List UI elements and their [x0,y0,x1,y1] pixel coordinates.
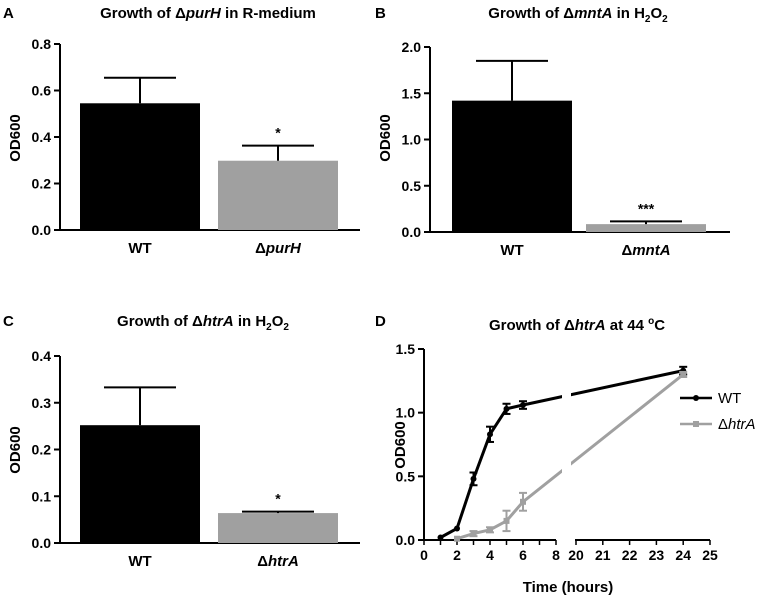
panel-b-ylabel: OD600 [377,114,394,162]
panel-d-xtick-label: 20 [568,547,584,563]
panel-a-ytick-label: 0.4 [32,129,52,145]
legend-wt-marker [693,395,699,401]
panel-d-xtick-label: 2 [453,547,461,563]
panel-d-series-0-point [503,405,510,412]
panel-d-series-1-point [680,371,687,378]
panel-d-series-1-point [503,517,510,524]
panel-c-bar-1 [218,513,338,543]
panel-d-xtick-label: 6 [519,547,527,563]
panel-d-series-0-point [454,525,460,532]
panel-b-chart: 0.0 0.5 1.0 1.5 2.0 WT *** ΔmntA [402,39,730,259]
panel-a-ytick-label: 0.6 [32,83,52,99]
panel-d-series-0 [437,365,688,541]
panel-b-category-label-0: WT [500,242,523,259]
panel-d-xtick-label: 8 [552,547,560,563]
panel-d-series-1 [454,370,688,542]
panel-a-category-label-1: ΔpurH [255,240,302,257]
panel-d-ytick-label: 1.5 [396,341,416,357]
panel-b-title: Growth of ΔmntA in H2O2 [488,5,668,25]
panel-c-category-label-0: WT [128,553,151,570]
panel-d-series-0-point [487,431,493,438]
panel-letter-d: D [375,313,386,330]
panel-c-ytick-label: 0.3 [32,395,52,411]
panel-c-title: Growth of ΔhtrA in H2O2 [117,313,289,333]
panel-c-category-label-1: ΔhtrA [257,553,299,570]
panel-b-ytick-label: 0.5 [402,178,422,194]
panel-d-xtick-label: 21 [595,547,611,563]
panel-c-significance-1: * [275,491,281,507]
panel-b-ytick-label: 0.0 [402,224,422,240]
panel-b-ytick-label: 1.0 [402,132,422,148]
panel-b-category-label-1: ΔmntA [621,242,670,259]
panel-b-ytick-label: 2.0 [402,39,422,55]
panel-d-series-0-point [470,475,477,482]
legend-wt-label: WT [718,390,741,407]
panel-b-bar-0 [452,100,572,233]
panel-d-title: Growth of ΔhtrA at 44 oC [489,316,665,334]
panel-letter-b: B [375,5,386,22]
panel-c-chart: 0.0 0.1 0.2 0.3 0.4 WT * ΔhtrA [32,348,360,570]
panel-d-series-0-point [520,402,526,409]
panel-b-ytick-label: 1.5 [402,85,422,101]
panel-a-title: Growth of ΔpurH in R-medium [100,5,316,22]
panel-b-bar-1 [586,224,706,232]
panel-d-series-line-0 [439,369,684,539]
panel-d-chart: 0.00.51.01.50 2 4 6 8 20 21 22 23 24 25 [396,341,718,563]
panel-d-series-1-point [520,498,526,505]
panel-d-xtick-label: 0 [420,547,428,563]
panel-c-ytick-label: 0.4 [32,348,52,364]
panel-d-xtick-label: 23 [649,547,665,563]
panel-a-ytick-label: 0.8 [32,36,52,52]
panel-letter-c: C [3,313,14,330]
panel-a-bar-0 [80,103,200,230]
legend-htra-marker [693,421,699,427]
panel-c-ytick-label: 0.1 [32,488,52,504]
panel-d-series-1-point [470,530,477,537]
panel-d-xlabel: Time (hours) [523,579,614,596]
panel-d-series-1-point [487,526,493,533]
panel-d-ytick-label: 0.0 [396,532,416,548]
panel-c-ytick-label: 0.2 [32,442,52,458]
panel-b-significance-1: *** [638,200,655,216]
panel-a-ytick-label: 0.0 [32,222,52,238]
panel-d-axis-break-gap [562,349,571,534]
panel-letter-a: A [3,5,14,22]
panel-a-ylabel: OD600 [7,114,24,162]
panel-d-ytick-label: 1.0 [396,405,416,421]
panel-d-legend: WT ΔhtrA [680,390,756,433]
panel-d-series-0-point [437,534,444,541]
panel-d-ylabel: OD600 [392,421,409,469]
panel-a-bar-1 [218,160,338,230]
panel-d-xtick-label: 24 [675,547,691,563]
panel-a-chart: 0.0 0.2 0.4 0.6 0.8 WT * ΔpurH [32,36,360,257]
panel-c-ylabel: OD600 [7,426,24,474]
panel-d-xtick-label: 25 [702,547,718,563]
panel-c-bar-0 [80,425,200,543]
panel-a-ytick-label: 0.2 [32,176,52,192]
panel-d-xtick-label: 4 [486,547,494,563]
panel-a-category-label-0: WT [128,240,151,257]
panel-d-series-1-point [454,535,460,542]
panel-c-ytick-label: 0.0 [32,535,52,551]
panel-d-ytick-label: 0.5 [396,468,416,484]
panel-d-xtick-label: 22 [622,547,638,563]
panel-a-significance-1: * [275,125,281,141]
legend-htra-label: ΔhtrA [718,416,756,433]
